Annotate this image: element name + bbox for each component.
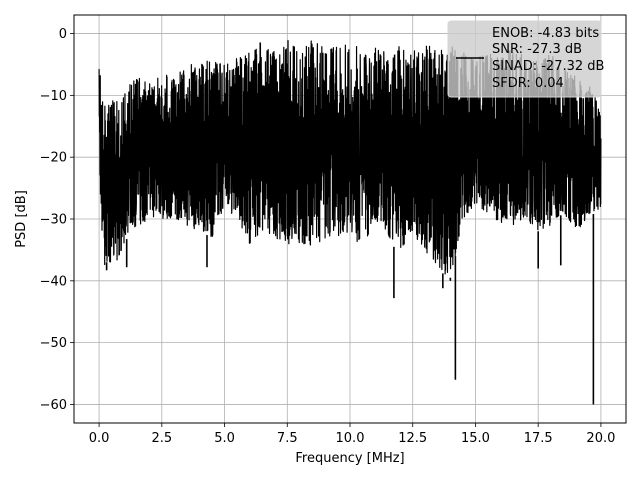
legend-entry-sfdr: SFDR: 0.04 xyxy=(492,76,564,91)
x-tick-label: 10.0 xyxy=(336,431,365,446)
y-tick-label: −40 xyxy=(40,274,67,289)
psd-trace xyxy=(98,40,602,405)
y-tick-label: −30 xyxy=(40,213,67,228)
y-tick-label: −10 xyxy=(40,89,67,104)
y-axis-label: PSD [dB] xyxy=(14,190,29,248)
legend-entry-sinad: SINAD: -27.32 dB xyxy=(492,59,604,74)
y-tick-label: −50 xyxy=(40,336,67,351)
x-tick-label: 0.0 xyxy=(89,431,110,446)
y-tick-label: −20 xyxy=(40,151,67,166)
x-tick-label: 7.5 xyxy=(277,431,298,446)
x-tick-label: 15.0 xyxy=(461,431,490,446)
legend-entry-snr: SNR: -27.3 dB xyxy=(492,42,582,57)
x-tick-label: 17.5 xyxy=(524,431,553,446)
y-tick-label: −60 xyxy=(40,398,67,413)
legend-box xyxy=(447,20,602,98)
legend: ENOB: -4.83 bits SNR: -27.3 dB SINAD: -2… xyxy=(447,20,604,98)
x-tick-label: 12.5 xyxy=(398,431,427,446)
psd-line xyxy=(98,40,602,275)
x-axis-label: Frequency [MHz] xyxy=(295,451,404,466)
x-tick-label: 2.5 xyxy=(151,431,172,446)
x-tick-label: 5.0 xyxy=(214,431,235,446)
x-tick-label: 20.0 xyxy=(586,431,615,446)
legend-entry-enob: ENOB: -4.83 bits xyxy=(492,26,599,41)
axis-ticks: 0.0 2.5 5.0 7.5 10.0 12.5 15.0 17.5 20.0 0 −10 −20 −… xyxy=(40,27,616,446)
y-tick-label: 0 xyxy=(59,27,67,42)
